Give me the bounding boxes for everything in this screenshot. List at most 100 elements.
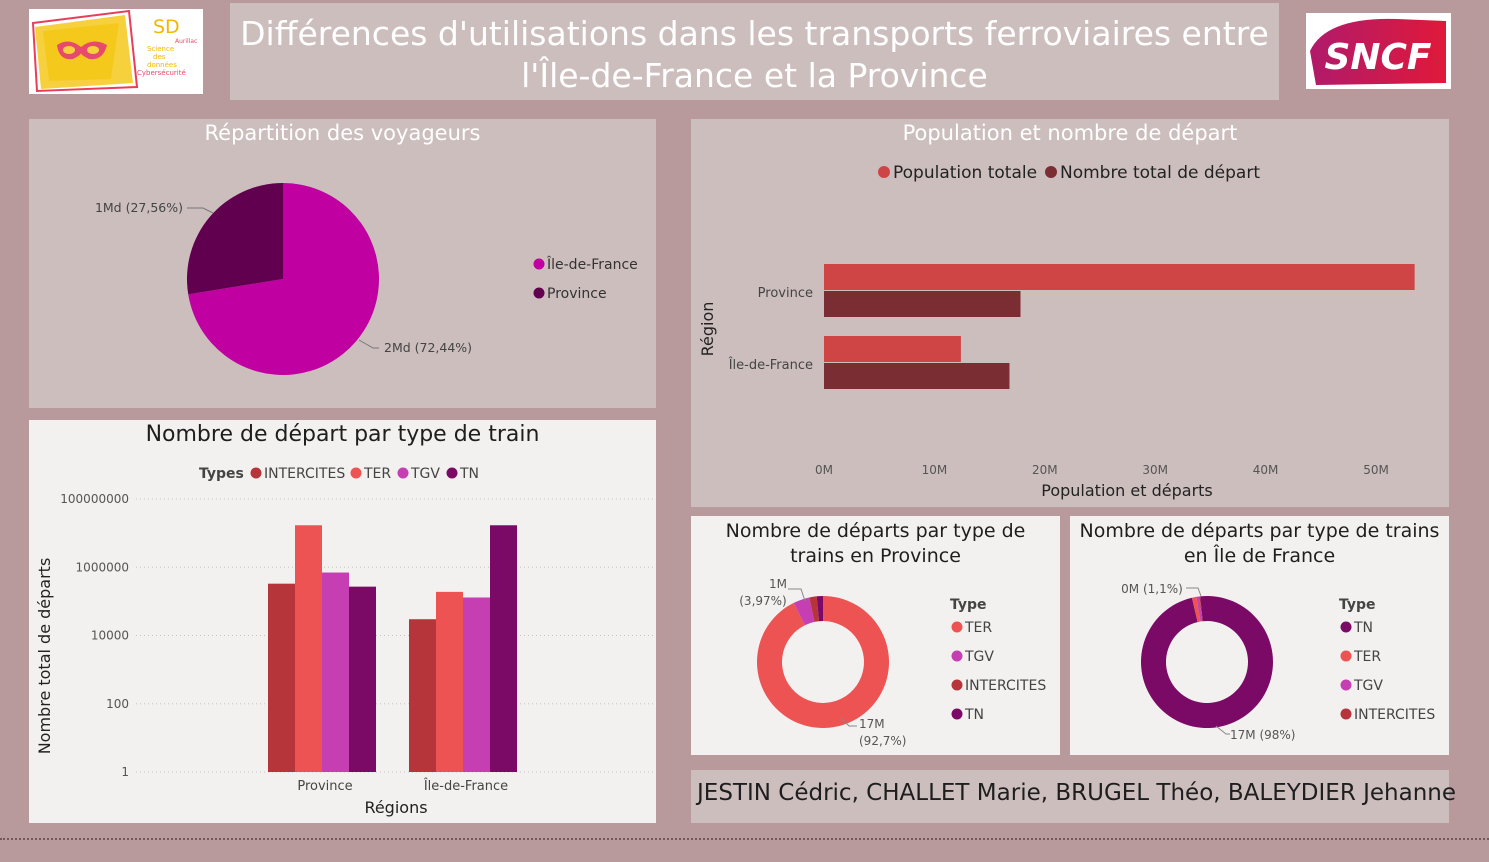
donut-idf-legend-swatch-ter	[1340, 650, 1352, 662]
population-title: Population et nombre de départ	[902, 121, 1238, 145]
donut-idf-label-1: 0M (1,1%)	[1121, 582, 1183, 596]
svg-text:données: données	[147, 61, 177, 69]
donut-idf-legend-tgv: TGV	[1353, 678, 1383, 694]
donut-province-slice-tn	[816, 596, 823, 622]
pop-bar--le-de-france-1	[824, 363, 1010, 389]
pop-cat-province: Province	[758, 286, 813, 301]
donut-province-slice-intercites	[809, 596, 820, 622]
repartition-panel: Répartition des voyageurs 1Md (27,56%) 2…	[29, 119, 656, 408]
legend-swatch-intercites	[250, 467, 262, 479]
par-type-legend-intercites: INTERCITES	[264, 466, 345, 482]
donut-idf-label-2: 17M (98%)	[1230, 728, 1295, 742]
donut-province-panel: Nombre de départs par type de trains en …	[691, 516, 1060, 755]
par-type-title: Nombre de départ par type de train	[145, 422, 540, 447]
bar--le-de-france-tgv	[463, 597, 490, 772]
pie-label-province: 1Md (27,56%)	[95, 200, 183, 215]
sd-logo-graphic: SD Aurillac Science des données Cyberséc…	[31, 9, 197, 93]
donut-province-label-4: (92,7%)	[859, 734, 906, 748]
sncf-logo-text: SNCF	[1324, 37, 1431, 78]
donut-idf-slice-ter	[1191, 596, 1201, 623]
legend-swatch-population	[878, 166, 890, 178]
donut-province-slice-tgv	[793, 597, 815, 626]
donut-province-title: Nombre de départs par type de trains en …	[725, 520, 1026, 567]
dashboard-title: Différences d'utilisations dans les tran…	[240, 14, 1269, 95]
par-type-ylabel: Nombre total de départs	[35, 558, 54, 755]
donut-province-label-2: (3,97%)	[739, 594, 786, 608]
population-chart: Population totale Nombre total de départ…	[698, 163, 1415, 500]
donut-province-legend-swatch-tgv	[951, 650, 963, 662]
repartition-chart: 1Md (27,56%) 2Md (72,44%) Île-de-France …	[95, 183, 638, 375]
par-type-chart: Types INTERCITES TER TGV TN Nombre total…	[35, 466, 654, 817]
pop-bar-province-0	[824, 264, 1415, 290]
ytick-4: 100000000	[60, 492, 129, 506]
donut-province-label-3: 17M	[859, 717, 885, 731]
pop-ylabel: Région	[698, 302, 717, 357]
legend-swatch-province	[533, 287, 545, 299]
pie-legend-province: Province	[547, 286, 607, 302]
donut-idf-slice-tgv	[1196, 596, 1203, 622]
population-panel: Population et nombre de départ Populatio…	[691, 119, 1449, 507]
pie-slice-province	[187, 183, 283, 295]
donut-idf-legend-tn: TN	[1353, 620, 1373, 636]
svg-text:Aurillac: Aurillac	[175, 38, 197, 45]
donut-idf-legend-swatch-tgv	[1340, 679, 1352, 691]
bar-province-tgv	[322, 572, 349, 772]
legend-swatch-departs	[1045, 166, 1057, 178]
donut-idf-panel: Nombre de départs par type de trains en …	[1070, 516, 1449, 755]
footer-divider	[0, 838, 1489, 840]
donut-idf-slice-intercites	[1199, 596, 1203, 622]
donut-idf-legend-intercites: INTERCITES	[1354, 707, 1435, 723]
donut-province-legend-tgv: TGV	[964, 649, 994, 665]
bar-province-intercites	[268, 583, 295, 772]
par-type-legend-tn: TN	[459, 466, 479, 482]
pop-legend-population: Population totale	[893, 163, 1037, 183]
par-type-panel: Nombre de départ par type de train Types…	[29, 420, 656, 823]
donut-idf-legend-swatch-intercites	[1340, 708, 1352, 720]
par-type-legend-ter: TER	[363, 466, 391, 482]
legend-swatch-tn	[446, 467, 458, 479]
donut-idf-slice-tn	[1141, 596, 1273, 728]
pie-slice--le-de-france	[188, 183, 379, 375]
pie-label-idf: 2Md (72,44%)	[384, 340, 472, 355]
donut-idf-legend-title: Type	[1339, 597, 1376, 613]
ytick-2: 10000	[91, 629, 129, 643]
pie-legend-idf: Île-de-France	[546, 255, 638, 273]
repartition-title: Répartition des voyageurs	[204, 121, 481, 145]
pop-bar-province-1	[824, 291, 1021, 317]
svg-text:Cybersécurité: Cybersécurité	[137, 69, 186, 77]
par-type-xlabel: Régions	[364, 798, 427, 817]
pop-xtick-4: 40M	[1253, 463, 1279, 477]
ytick-3: 1000000	[76, 560, 129, 574]
dashboard-header: Différences d'utilisations dans les tran…	[230, 3, 1279, 100]
donut-idf-legend-ter: TER	[1353, 649, 1381, 665]
donut-province-slice-ter	[757, 596, 889, 728]
bar--le-de-france-ter	[436, 591, 463, 772]
donut-idf-title: Nombre de départs par type de trains en …	[1079, 520, 1440, 567]
legend-swatch-tgv	[397, 467, 409, 479]
bar--le-de-france-intercites	[409, 619, 436, 772]
pop-xtick-1: 10M	[922, 463, 948, 477]
par-type-legend-tgv: TGV	[410, 466, 440, 482]
sncf-logo: SNCF	[1306, 13, 1451, 89]
bar--le-de-france-tn	[490, 525, 517, 772]
donut-province-chart: 1M (3,97%) 17M (92,7%) Type TER TGV INTERC…	[739, 577, 1046, 748]
par-type-cat-province: Province	[297, 779, 352, 794]
sncf-logo-graphic: SNCF	[1310, 18, 1446, 86]
bar-province-ter	[295, 525, 322, 772]
par-type-cat-idf: Île-de-France	[423, 778, 508, 794]
sd-logo: SD Aurillac Science des données Cyberséc…	[29, 9, 203, 94]
pop-xtick-5: 50M	[1363, 463, 1389, 477]
pop-xtick-0: 0M	[815, 463, 833, 477]
pop-xtick-3: 30M	[1142, 463, 1168, 477]
donut-province-legend-swatch-ter	[951, 621, 963, 633]
sd-logo-text: SD	[153, 16, 180, 38]
ytick-0: 1	[121, 765, 129, 779]
donut-province-legend-ter: TER	[964, 620, 992, 636]
svg-text:des: des	[153, 53, 166, 61]
pop-cat-idf: Île-de-France	[728, 357, 813, 373]
donut-province-legend-title: Type	[950, 597, 987, 613]
donut-province-legend-swatch-intercites	[951, 679, 963, 691]
donut-province-legend-swatch-tn	[951, 708, 963, 720]
donut-idf-chart: 0M (1,1%) 17M (98%) Type TN TER TGV INTERCI…	[1121, 582, 1435, 742]
pop-legend-departs: Nombre total de départ	[1060, 163, 1260, 183]
